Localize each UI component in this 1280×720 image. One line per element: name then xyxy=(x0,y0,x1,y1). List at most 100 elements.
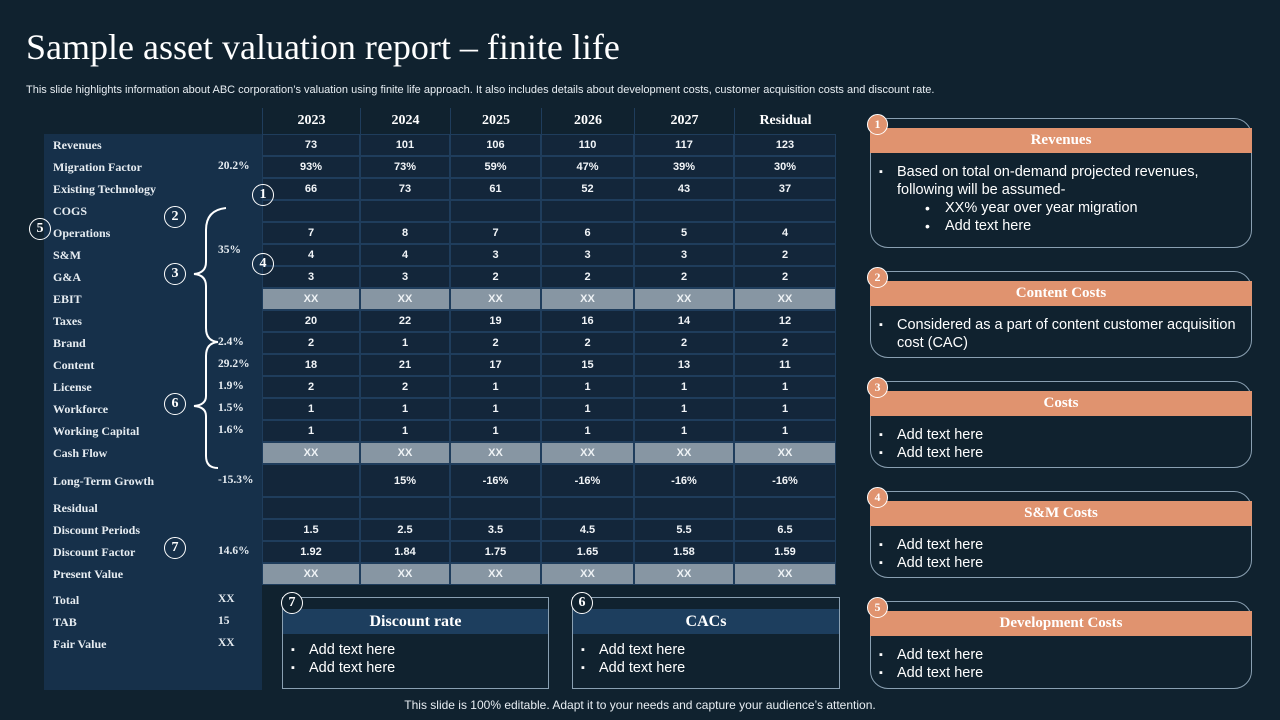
row-label: Discount Factor xyxy=(53,545,136,559)
column-header: 2023 xyxy=(262,108,360,134)
box-title: CACs xyxy=(573,609,839,634)
table-cell: 20 xyxy=(262,310,360,332)
card-title: Revenues xyxy=(870,128,1252,153)
table-cell: 5 xyxy=(634,222,734,244)
table-cell xyxy=(734,497,836,519)
bullet-item: Considered as a part of content customer… xyxy=(879,316,1241,352)
table-cell: XX xyxy=(450,563,541,585)
table-cell: 13 xyxy=(634,354,734,376)
row-label: Content xyxy=(53,358,95,372)
table-cell: 2 xyxy=(541,266,634,288)
card-bullets: Add text hereAdd text here xyxy=(879,646,1241,682)
box-cacs: CACs Add text hereAdd text here 6 xyxy=(571,592,840,689)
table-cell: 2 xyxy=(541,332,634,354)
column-header: 2025 xyxy=(450,108,541,134)
table-cell: XX xyxy=(450,442,541,464)
table-cell: 15 xyxy=(541,354,634,376)
table-cell: XX xyxy=(262,442,360,464)
card-bullets: Based on total on-demand projected reven… xyxy=(879,163,1241,235)
row-percent: 14.6% xyxy=(218,545,250,557)
table-cell: 12 xyxy=(734,310,836,332)
table-cell: 73 xyxy=(360,178,450,200)
table-cell: 1 xyxy=(541,420,634,442)
row-label: G&A xyxy=(53,270,81,284)
table-cell xyxy=(262,464,360,497)
table-cell: 1.65 xyxy=(541,541,634,563)
row-label: Workforce xyxy=(53,402,109,416)
row-label: Operations xyxy=(53,226,111,240)
table-cell: 1 xyxy=(734,376,836,398)
table-cell xyxy=(262,497,360,519)
table-cell xyxy=(541,200,634,222)
table-cell: 30% xyxy=(734,156,836,178)
card-number: 5 xyxy=(867,597,888,618)
table-cell xyxy=(734,200,836,222)
table-cell: 3 xyxy=(634,244,734,266)
footer-note: This slide is 100% editable. Adapt it to… xyxy=(404,698,876,712)
row-label: Residual xyxy=(53,501,98,515)
row-percent: 35% xyxy=(218,244,241,256)
brace-cac xyxy=(193,341,219,469)
row-label-panel xyxy=(44,134,262,690)
table-cell: 1 xyxy=(450,398,541,420)
bullet-item: Add text here xyxy=(879,536,1241,554)
table-cell: 14 xyxy=(634,310,734,332)
table-cell: 6 xyxy=(541,222,634,244)
bullet-item: Add text here xyxy=(879,646,1241,664)
table-cell xyxy=(262,200,360,222)
bullet-item: Add text here xyxy=(291,641,395,659)
column-header: 2024 xyxy=(360,108,450,134)
table-cell: 3 xyxy=(262,266,360,288)
table-cell: 1 xyxy=(360,398,450,420)
table-cell: 1 xyxy=(541,398,634,420)
table-cell: 61 xyxy=(450,178,541,200)
table-cell: 3 xyxy=(541,244,634,266)
marker-4: 4 xyxy=(252,253,274,275)
card-number: 1 xyxy=(867,114,888,135)
table-cell: 1 xyxy=(734,420,836,442)
table-cell: 2 xyxy=(734,266,836,288)
table-cell: -16% xyxy=(734,464,836,497)
table-cell: 59% xyxy=(450,156,541,178)
table-cell: XX xyxy=(450,288,541,310)
table-cell: XX xyxy=(541,563,634,585)
row-label: COGS xyxy=(53,204,88,218)
table-cell: 110 xyxy=(541,134,634,156)
table-cell xyxy=(541,497,634,519)
table-cell: XX xyxy=(634,563,734,585)
bullet-item: Add text here xyxy=(581,659,685,677)
table-cell xyxy=(634,497,734,519)
table-cell: 1.5 xyxy=(262,519,360,541)
table-cell xyxy=(360,200,450,222)
summary-value: XX xyxy=(218,637,235,649)
table-cell: 117 xyxy=(634,134,734,156)
table-cell: 66 xyxy=(262,178,360,200)
table-cell: 39% xyxy=(634,156,734,178)
table-cell: 21 xyxy=(360,354,450,376)
card-title: Development Costs xyxy=(870,611,1252,636)
row-label: Taxes xyxy=(53,314,82,328)
table-cell: 47% xyxy=(541,156,634,178)
table-cell: 1 xyxy=(541,376,634,398)
table-cell: 2 xyxy=(262,376,360,398)
summary-value: XX xyxy=(218,593,235,605)
bullet-item: Add text here xyxy=(879,554,1241,572)
table-cell: 73 xyxy=(262,134,360,156)
row-percent: 29.2% xyxy=(218,358,250,370)
table-cell: 6.5 xyxy=(734,519,836,541)
table-cell: XX xyxy=(360,442,450,464)
table-cell: 37 xyxy=(734,178,836,200)
bullet-item: Add text here xyxy=(879,664,1241,682)
card-title: Costs xyxy=(870,391,1252,416)
sub-bullet-item: Add text here xyxy=(879,217,1241,235)
box-bullets: Add text hereAdd text here xyxy=(581,641,685,677)
row-percent: -15.3% xyxy=(218,474,254,486)
table-cell: 2 xyxy=(450,266,541,288)
box-title: Discount rate xyxy=(283,609,548,634)
table-cell xyxy=(634,200,734,222)
table-cell: 3 xyxy=(450,244,541,266)
